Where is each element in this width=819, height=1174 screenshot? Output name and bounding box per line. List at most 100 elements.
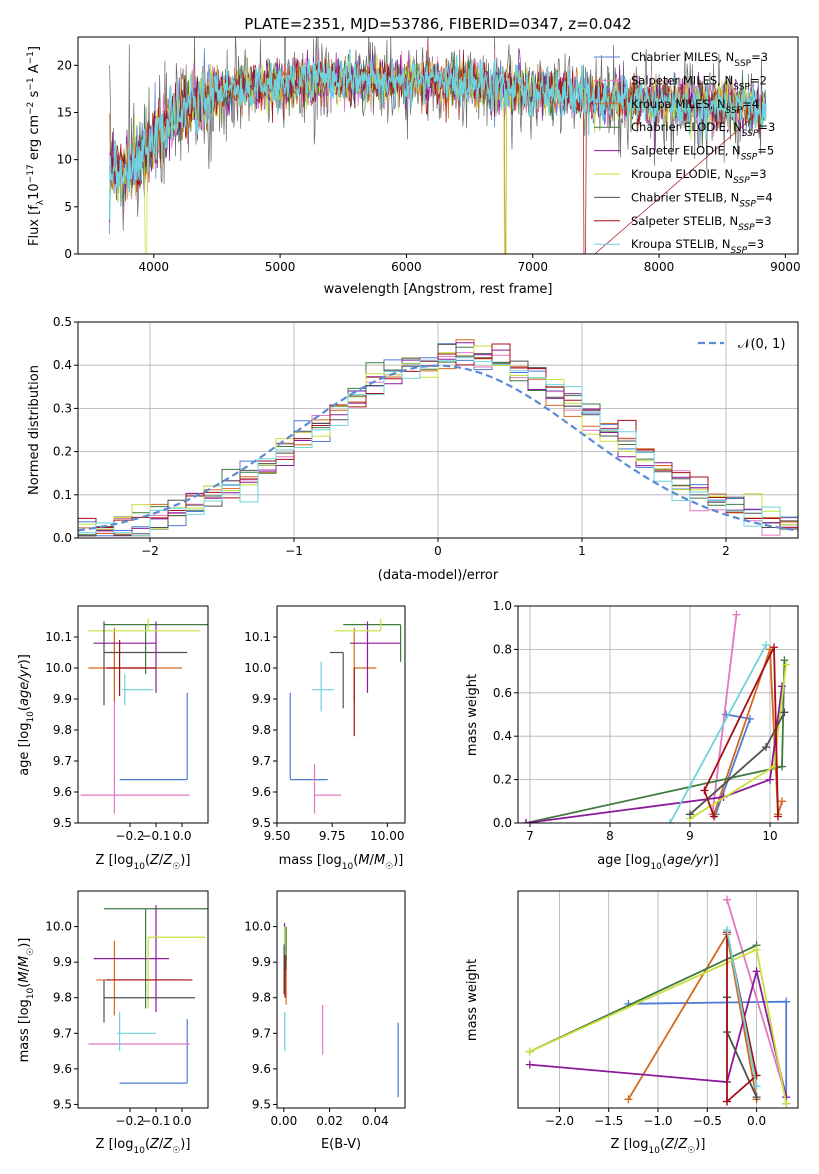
mass_vs_ebv-ytick-label: 9.8	[252, 991, 271, 1005]
histogram-ylabel: Normed distribution	[27, 365, 42, 495]
weight-marker	[666, 819, 674, 823]
legend-entry-part: SSP	[741, 153, 758, 163]
mass-z-xlabel-part: /	[159, 1137, 164, 1152]
legend-entry-part: SSP	[738, 223, 755, 233]
weight-line-salpeter-miles	[726, 899, 788, 1098]
mass_vs_ebv-frame	[276, 890, 406, 1109]
weight-age-xlabel: age [log10(age/yr)]	[597, 853, 719, 872]
weight-marker	[752, 1093, 761, 1102]
mass_vs_Z-ytick-label: 9.7	[53, 1026, 72, 1040]
age-z-xlabel-part: /	[159, 853, 164, 868]
weight_vs_age-ytick-label: 1.0	[493, 599, 512, 613]
weight-marker	[782, 660, 790, 669]
weight_vs_age-axes	[518, 605, 798, 824]
residuals-ytick-label: 0.4	[53, 358, 72, 372]
legend-entry-part: SSP	[733, 82, 750, 92]
weight-marker	[778, 682, 786, 691]
age_vs_mass-ytick-label: 9.8	[252, 723, 271, 737]
residuals-xtick-label: −2	[141, 544, 159, 558]
legend-entry: Salpeter STELIB, NSSP=3	[631, 214, 772, 233]
residuals-ytick-label: 0.0	[53, 531, 72, 545]
residuals-xtick-label: 1	[578, 544, 586, 558]
mass-z-ylabel-part: M	[17, 971, 32, 982]
legend-entry-part: =4	[756, 190, 773, 204]
age-z-xlabel-part: Z	[149, 853, 160, 868]
weight_vs_age-xtick-label: 10	[762, 829, 777, 843]
weight-marker	[752, 945, 761, 954]
mass_vs_Z-xtick-label: 0.0	[172, 1114, 191, 1128]
age-mass-xlabel-part: M	[358, 853, 369, 868]
weight-marker	[762, 743, 770, 752]
legend-entry-part: Salpeter MILES, N	[631, 73, 733, 87]
mass_vs_ebv-xtick-label: 0.04	[362, 1114, 389, 1128]
spectrum-ylabel-part: ]	[27, 46, 42, 51]
weight-line-kroupa-stelib	[726, 929, 758, 1087]
mass-z-xlabel-part: Z	[162, 1137, 173, 1152]
weight-marker	[522, 819, 530, 823]
weight-marker	[782, 997, 791, 1006]
age-mass-xlabel-part: )]	[393, 853, 403, 868]
legend-entry-part: SSP	[733, 176, 750, 186]
mass-z-xlabel-part: 10	[133, 1146, 145, 1156]
spectrum-frame	[77, 36, 799, 255]
age-z-xlabel: Z [log10(Z/Z☉)]	[96, 853, 191, 872]
weight_vs_age-ytick-label: 0.6	[493, 686, 512, 700]
spectrum-ylabel-part: −1	[26, 51, 36, 64]
spectrum-xtick-label: 7000	[517, 260, 548, 274]
normal-legend-label: 𝒩(0, 1)	[738, 337, 785, 352]
weight-marker	[752, 1082, 761, 1091]
weight_vs_age-ytick-label: 0.8	[493, 642, 512, 656]
weight_vs_age-ytick-label: 0.2	[493, 773, 512, 787]
age_vs_Z-ytick-label: 9.5	[53, 816, 72, 830]
spectrum-ylabel-part: −2	[26, 102, 36, 115]
legend-entry-part: SSP	[739, 199, 756, 209]
weight-z-xlabel-part: Z	[677, 1137, 688, 1152]
figure-title: PLATE=2351, MJD=53786, FIBERID=0347, z=0…	[244, 15, 631, 33]
legend-entry-part: Kroupa ELODIE, N	[631, 167, 733, 181]
mass_vs_Z-ytick-label: 9.5	[53, 1097, 72, 1111]
spectrum-xtick-label: 5000	[265, 260, 296, 274]
histogram-xlabel: (data-model)/error	[378, 568, 499, 583]
age_vs_mass-xtick-label: 10.00	[370, 829, 404, 843]
weight-marker	[762, 641, 770, 650]
mass_vs_ebv-xtick-label: 0.00	[270, 1114, 297, 1128]
mass_vs_ebv-ytick-label: 9.9	[252, 955, 271, 969]
age_vs_Z-frame	[77, 605, 209, 824]
mass_vs_Z-xtick-label: −0.1	[141, 1114, 170, 1128]
histogram-kroupa-elodie	[78, 345, 798, 537]
weight-marker	[782, 1099, 791, 1108]
age-z-ylabel-part: (	[17, 706, 32, 711]
age_vs_Z-xtick-label: −0.2	[115, 829, 144, 843]
weight-marker	[774, 812, 782, 821]
legend-entry-part: =3	[751, 50, 768, 64]
spectrum-ylabel-part: erg cm	[27, 115, 42, 164]
weight_vs_age-plot-area	[522, 610, 790, 823]
mass-z-ylabel-part: mass [log	[17, 999, 32, 1062]
mass_vs_ebv-ytick-label: 9.6	[252, 1062, 271, 1076]
mass_vs_ebv-plot-area	[283, 923, 399, 1098]
weight-z-xlabel: Z [log10(Z/Z☉)]	[611, 1137, 706, 1156]
weight_vs_Z-xtick-label: 0.0	[747, 1114, 766, 1128]
legend-entry-part: Chabrier MILES, N	[631, 50, 734, 64]
mass_vs_Z-xtick-label: −0.2	[115, 1114, 144, 1128]
weight-marker	[525, 1047, 534, 1056]
weight-marker	[780, 708, 789, 717]
weight-age-xlabel-part: age/yr	[667, 853, 710, 868]
weight_vs_Z-xtick-label: −2.0	[545, 1114, 574, 1128]
mass-z-xlabel-part: )]	[180, 1137, 190, 1152]
age_vs_Z-ytick-label: 10.1	[45, 630, 72, 644]
spectrum-plot-area	[108, 37, 767, 254]
legend-entry-part: =4	[742, 97, 759, 111]
age_vs_Z-ytick-label: 9.8	[53, 723, 72, 737]
age-z-ylabel-part: )]	[17, 654, 32, 664]
legend-entry-part: SSP	[742, 129, 759, 139]
spectrum-ytick-label: 20	[57, 58, 72, 72]
spectrum-ylabel-part: λ	[36, 199, 46, 205]
age_vs_Z-ytick-label: 9.7	[53, 754, 72, 768]
weight-z-xlabel-part: (	[660, 1137, 665, 1152]
age_vs_mass-frame	[276, 605, 406, 824]
age-mass-xlabel-part: /	[370, 853, 375, 868]
weight-age-xlabel-part: )]	[709, 853, 719, 868]
weight_vs_age-xtick-label: 9	[686, 829, 694, 843]
weight-z-xlabel-part: /	[674, 1137, 679, 1152]
